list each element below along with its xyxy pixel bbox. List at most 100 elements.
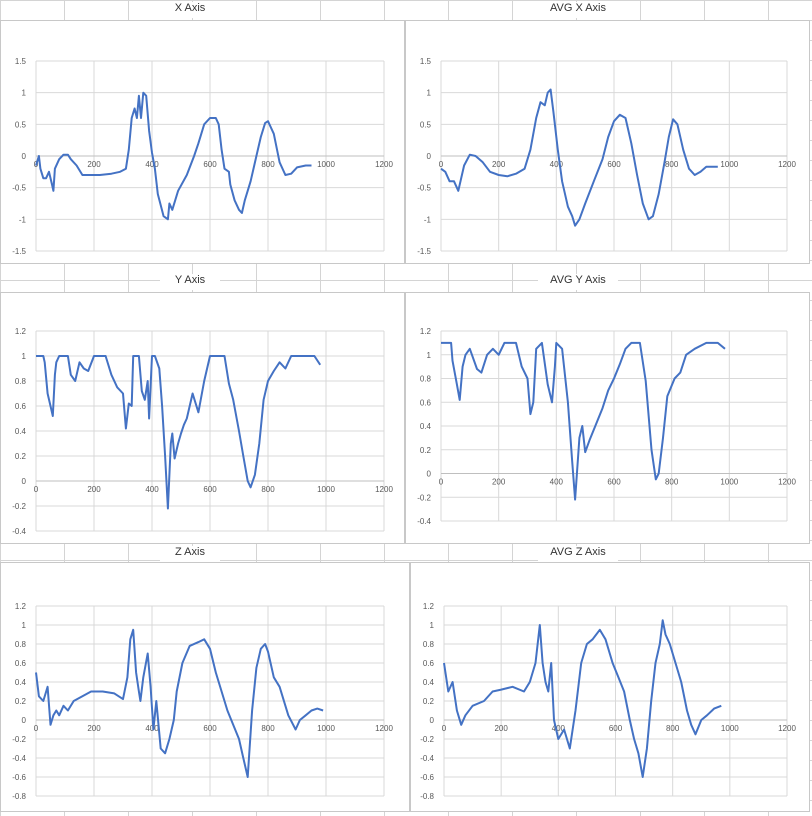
x-tick-label: 200 [492, 160, 506, 169]
y-tick-label: -0.8 [420, 792, 434, 801]
y-tick-label: 0.2 [423, 697, 435, 706]
y-tick-label: 0.4 [15, 678, 27, 687]
x-tick-label: 200 [87, 485, 101, 494]
x-tick-label: 600 [607, 160, 621, 169]
x-tick-label: 400 [550, 160, 564, 169]
y-tick-label: 0.8 [15, 640, 27, 649]
chart-title: AVG X Axis [538, 2, 618, 18]
chart-panel: -0.4 -0.2 0 0.2 0.4 0.6 0.8 1 1.2 0 200 400 600 800 10… [0, 292, 405, 544]
series-line [35, 91, 312, 221]
x-tick-label: 1000 [721, 724, 739, 733]
chart-title: AVG Z Axis [538, 546, 618, 562]
x-tick-label: 400 [145, 485, 159, 494]
x-tick-label: 600 [609, 724, 623, 733]
y-tick-label: 0.6 [423, 659, 435, 668]
x-tick-label: 800 [261, 485, 275, 494]
y-tick-label: -1 [19, 215, 27, 224]
y-tick-label: 1.2 [420, 327, 432, 336]
y-tick-label: 0 [430, 716, 435, 725]
y-tick-label: -0.6 [420, 773, 434, 782]
y-tick-label: 0.8 [15, 377, 27, 386]
y-tick-label: 1.2 [423, 602, 435, 611]
x-tick-label: 0 [34, 485, 39, 494]
x-tick-label: 1000 [317, 160, 335, 169]
y-tick-label: 0.2 [15, 452, 27, 461]
series-line [36, 355, 322, 510]
y-tick-label: 0 [427, 470, 432, 479]
y-tick-label: 0.8 [420, 375, 432, 384]
x-tick-label: 0 [439, 160, 444, 169]
line-chart: -1.5-1-0.500.511.50 200 400 600 800 1000 1200 [12, 57, 393, 256]
y-tick-label: 0 [22, 477, 27, 486]
series-line [443, 619, 722, 778]
x-tick-label: 200 [87, 160, 101, 169]
x-tick-label: 1000 [720, 160, 738, 169]
y-tick-label: 0 [427, 152, 432, 161]
x-tick-label: 1000 [317, 485, 335, 494]
y-tick-label: 1.5 [420, 57, 432, 66]
series-line [35, 628, 324, 778]
y-tick-label: -0.4 [420, 754, 434, 763]
x-tick-label: 1200 [375, 485, 393, 494]
series-line [440, 88, 718, 227]
x-tick-label: 200 [492, 478, 506, 487]
chart-panel: -0.4 -0.2 0 0.2 0.4 0.6 0.8 1 1.2 0 200 400 600 800 10… [405, 292, 810, 544]
y-tick-label: 0.4 [15, 427, 27, 436]
y-tick-label: 1 [22, 352, 27, 361]
y-tick-label: 1 [427, 89, 432, 98]
x-tick-label: 0 [34, 724, 39, 733]
y-tick-label: 0.6 [15, 659, 27, 668]
y-tick-label: -0.2 [12, 735, 26, 744]
x-tick-label: 200 [87, 724, 101, 733]
x-tick-label: 400 [550, 478, 564, 487]
x-tick-label: 0 [439, 478, 444, 487]
y-tick-label: -0.5 [12, 184, 26, 193]
chart-title: Z Axis [160, 546, 220, 562]
y-tick-label: -1.5 [417, 247, 431, 256]
y-tick-label: 0.8 [423, 640, 435, 649]
y-tick-label: 0.4 [420, 422, 432, 431]
x-tick-label: 800 [261, 724, 275, 733]
x-tick-label: 400 [145, 724, 159, 733]
x-tick-label: 600 [203, 160, 217, 169]
x-tick-label: 400 [145, 160, 159, 169]
x-tick-label: 800 [665, 160, 679, 169]
y-tick-label: 1 [22, 89, 27, 98]
y-tick-label: -0.4 [12, 754, 26, 763]
chart-title: X Axis [160, 2, 220, 18]
series-line [441, 341, 726, 501]
x-tick-label: 800 [666, 724, 680, 733]
y-tick-label: -0.2 [12, 502, 26, 511]
line-chart: -0.8 -0.6 -0.4 -0.2 0 0.2 0.4 0.6 0.8 1 1.2 0 200 400… [12, 602, 393, 801]
x-tick-label: 1200 [375, 724, 393, 733]
x-tick-label: 800 [261, 160, 275, 169]
y-tick-label: -1.5 [12, 247, 26, 256]
y-tick-label: -0.8 [12, 792, 26, 801]
x-tick-label: 1000 [720, 478, 738, 487]
chart-title: AVG Y Axis [538, 274, 618, 290]
y-tick-label: 0 [22, 716, 27, 725]
x-tick-label: 200 [494, 724, 508, 733]
y-tick-label: -1 [424, 215, 432, 224]
x-tick-label: 600 [203, 485, 217, 494]
y-tick-label: 0 [22, 152, 27, 161]
chart-panel: -0.8 -0.6 -0.4 -0.2 0 0.2 0.4 0.6 0.8 1 1.2 0 200 400… [410, 562, 810, 812]
x-tick-label: 400 [552, 724, 566, 733]
y-tick-label: 1 [430, 621, 435, 630]
line-chart: -0.8 -0.6 -0.4 -0.2 0 0.2 0.4 0.6 0.8 1 1.2 0 200 400… [420, 602, 796, 801]
y-tick-label: 0.5 [420, 120, 432, 129]
y-tick-label: 0.2 [15, 697, 27, 706]
y-tick-label: 0.2 [420, 446, 432, 455]
y-tick-label: 1.2 [15, 602, 27, 611]
y-tick-label: 0.5 [15, 120, 27, 129]
y-tick-label: -0.4 [417, 517, 431, 526]
chart-panel: -0.8 -0.6 -0.4 -0.2 0 0.2 0.4 0.6 0.8 1 1.2 0 200 400… [0, 562, 410, 812]
chart-panel: -1.5 -1 -0.5 0 0.5 1 1.5 0 200 400 600 800 1000 1200 [0, 20, 405, 264]
x-tick-label: 1200 [778, 160, 796, 169]
x-tick-label: 800 [665, 478, 679, 487]
y-tick-label: -0.4 [12, 527, 26, 536]
y-tick-label: 0.6 [15, 402, 27, 411]
x-tick-label: 1000 [317, 724, 335, 733]
x-tick-label: 1200 [778, 724, 796, 733]
chart-title: Y Axis [160, 274, 220, 290]
